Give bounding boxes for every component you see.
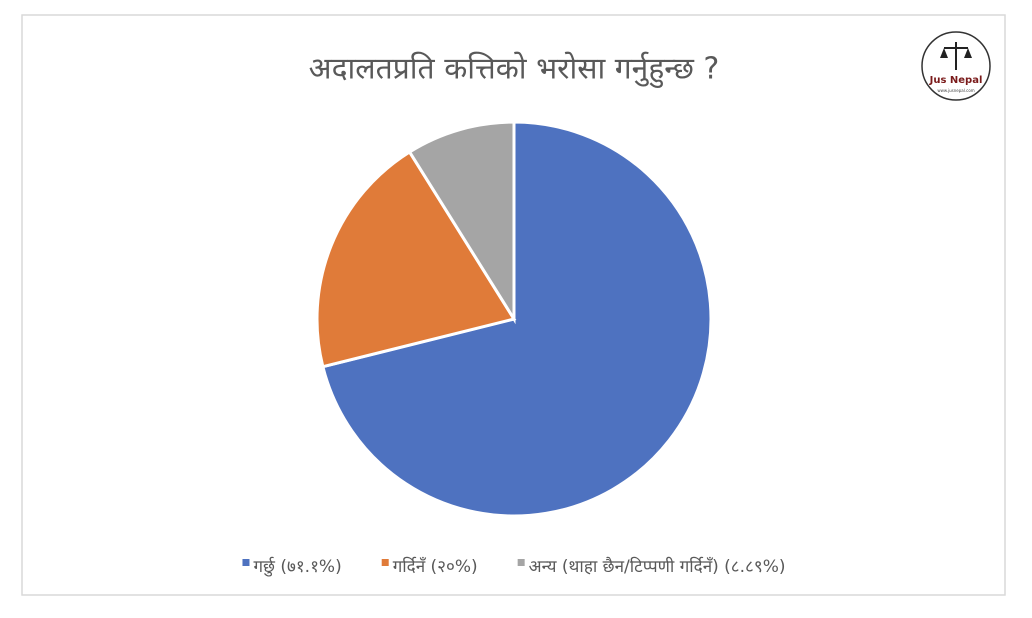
- logo-url: www.jusnepal.com: [937, 88, 974, 93]
- legend-marker: [381, 559, 389, 566]
- logo-icon: [940, 48, 972, 58]
- chart-title: अदालतप्रति कत्तिको भरोसा गर्नुहुन्छ ?: [309, 52, 720, 89]
- legend-marker: [242, 559, 250, 566]
- logo-name: Jus Nepal: [929, 75, 983, 86]
- legend-label: गर्छु (७१.१%): [253, 556, 341, 577]
- legend-label: अन्य (थाहा छैन/टिप्पणी गर्दिनँ) (८.८९%): [529, 556, 786, 577]
- logo: Jus Nepal www.jusnepal.com: [921, 31, 991, 101]
- pie-slice: [315, 149, 517, 369]
- legend-marker: [517, 559, 525, 566]
- pie-slice: [407, 120, 516, 325]
- legend-label: गर्दिनँ (२०%): [393, 556, 478, 577]
- pie-slice: [321, 120, 713, 518]
